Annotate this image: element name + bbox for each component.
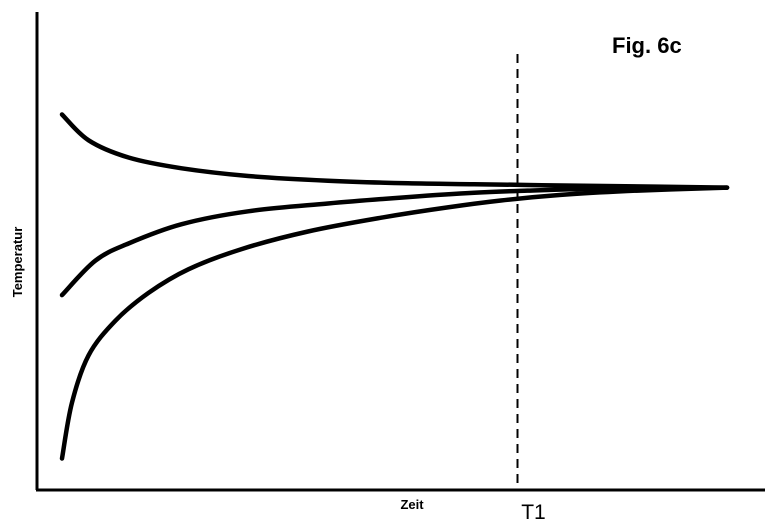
temperature-curve-2 <box>59 185 730 298</box>
figure-title: Fig. 6c <box>612 33 682 58</box>
temperature-curve-1 <box>59 112 730 190</box>
x-axis-label: Zeit <box>400 497 424 512</box>
y-axis-label: Temperatur <box>10 227 25 298</box>
t1-marker-label: T1 <box>521 501 546 524</box>
temperature-curve-3 <box>59 185 730 461</box>
curve-group <box>59 112 730 461</box>
